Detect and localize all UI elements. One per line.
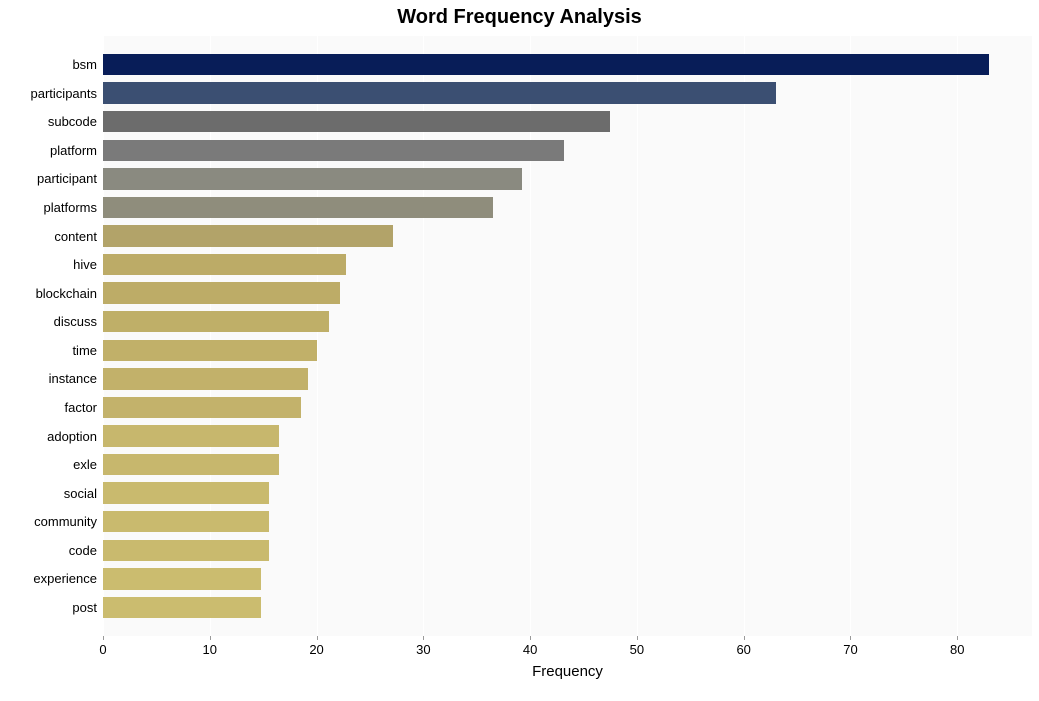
bar xyxy=(103,425,279,446)
bar xyxy=(103,111,610,132)
x-tick-label: 50 xyxy=(630,642,644,657)
x-tick-label: 0 xyxy=(99,642,106,657)
bar xyxy=(103,340,317,361)
y-tick-label: participant xyxy=(37,171,97,186)
y-tick-label: participants xyxy=(31,86,97,101)
y-tick-label: post xyxy=(72,600,97,615)
x-tick-mark xyxy=(317,636,318,640)
bar xyxy=(103,82,776,103)
x-tick-mark xyxy=(103,636,104,640)
bar xyxy=(103,397,301,418)
bar xyxy=(103,197,493,218)
bar xyxy=(103,311,329,332)
y-tick-label: instance xyxy=(49,371,97,386)
bar xyxy=(103,54,989,75)
y-tick-label: subcode xyxy=(48,114,97,129)
x-tick-mark xyxy=(744,636,745,640)
bar xyxy=(103,140,564,161)
y-tick-label: social xyxy=(64,486,97,501)
x-tick-mark xyxy=(210,636,211,640)
y-tick-label: time xyxy=(72,343,97,358)
x-tick-mark xyxy=(850,636,851,640)
bar xyxy=(103,482,269,503)
y-tick-label: discuss xyxy=(54,314,97,329)
gridline xyxy=(637,36,638,636)
bar xyxy=(103,597,261,618)
y-tick-label: experience xyxy=(33,571,97,586)
bar xyxy=(103,168,522,189)
x-tick-mark xyxy=(637,636,638,640)
bar xyxy=(103,282,340,303)
gridline xyxy=(744,36,745,636)
x-tick-mark xyxy=(957,636,958,640)
x-tick-label: 60 xyxy=(736,642,750,657)
bar xyxy=(103,540,269,561)
x-tick-mark xyxy=(530,636,531,640)
y-tick-label: hive xyxy=(73,257,97,272)
x-axis-title: Frequency xyxy=(103,663,1032,680)
y-tick-label: factor xyxy=(64,400,97,415)
x-tick-mark xyxy=(423,636,424,640)
y-tick-label: content xyxy=(54,229,97,244)
chart-container: Word Frequency Analysis Frequency 010203… xyxy=(0,0,1039,701)
x-tick-label: 80 xyxy=(950,642,964,657)
x-tick-label: 30 xyxy=(416,642,430,657)
y-tick-label: community xyxy=(34,514,97,529)
x-tick-label: 70 xyxy=(843,642,857,657)
chart-title: Word Frequency Analysis xyxy=(0,6,1039,29)
plot-area: Frequency 01020304050607080bsmparticipan… xyxy=(103,36,1032,636)
gridline xyxy=(850,36,851,636)
x-tick-label: 10 xyxy=(203,642,217,657)
bar xyxy=(103,254,346,275)
y-tick-label: code xyxy=(69,543,97,558)
y-tick-label: bsm xyxy=(72,57,97,72)
y-tick-label: exle xyxy=(73,457,97,472)
bar xyxy=(103,368,308,389)
x-tick-label: 20 xyxy=(309,642,323,657)
y-tick-label: blockchain xyxy=(36,286,97,301)
bar xyxy=(103,225,393,246)
gridline xyxy=(957,36,958,636)
y-tick-label: platforms xyxy=(44,200,97,215)
bar xyxy=(103,511,269,532)
x-tick-label: 40 xyxy=(523,642,537,657)
bar xyxy=(103,568,261,589)
bar xyxy=(103,454,279,475)
y-tick-label: adoption xyxy=(47,429,97,444)
y-tick-label: platform xyxy=(50,143,97,158)
